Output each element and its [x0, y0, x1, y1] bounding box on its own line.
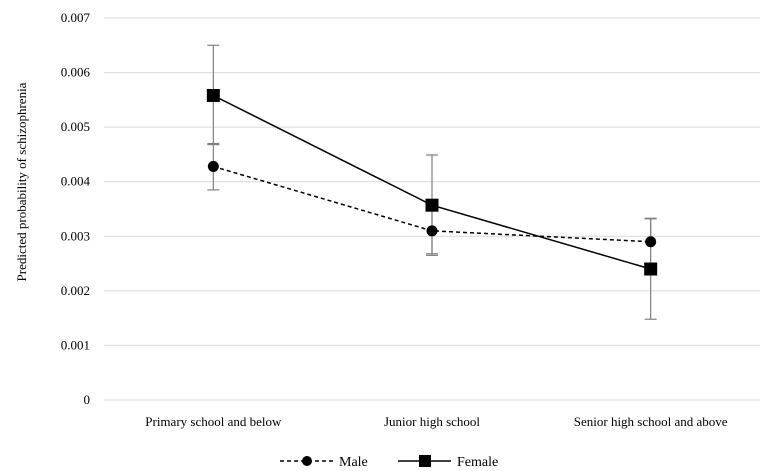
y-tick-label: 0.003: [61, 228, 90, 243]
legend-item-male: Male: [280, 455, 368, 470]
data-point-female: [425, 198, 439, 212]
x-tick-label: Junior high school: [384, 414, 480, 429]
error-bars-female: [207, 44, 657, 320]
legend-marker: [419, 455, 431, 467]
data-point-male: [645, 236, 657, 248]
y-axis-tick-labels: 0 0.001 0.002 0.003 0.004 0.005 0.006 0.007: [61, 10, 91, 407]
x-axis-tick-labels: Primary school and below Junior high scho…: [145, 414, 728, 429]
y-tick-label: 0.002: [61, 283, 90, 298]
y-tick-label: 0.004: [61, 174, 91, 189]
legend-label: Female: [457, 455, 498, 470]
data-point-female: [206, 88, 220, 102]
legend-item-female: Female: [398, 455, 498, 470]
series-layer: [206, 44, 658, 320]
y-tick-label: 0.007: [61, 10, 91, 25]
y-tick-label: 0: [84, 392, 91, 407]
y-axis-title: Predicted probability of schizophrenia: [14, 82, 29, 281]
x-tick-label: Senior high school and above: [574, 414, 728, 429]
x-tick-label: Primary school and below: [145, 414, 282, 429]
legend: Male Female: [280, 455, 498, 470]
y-tick-label: 0.001: [61, 337, 90, 352]
data-point-female: [644, 262, 658, 276]
y-tick-label: 0.006: [61, 65, 91, 80]
data-point-male: [426, 225, 438, 237]
data-point-male: [207, 160, 219, 172]
legend-label: Male: [339, 455, 368, 470]
legend-marker: [302, 456, 312, 466]
y-tick-label: 0.005: [61, 119, 90, 134]
